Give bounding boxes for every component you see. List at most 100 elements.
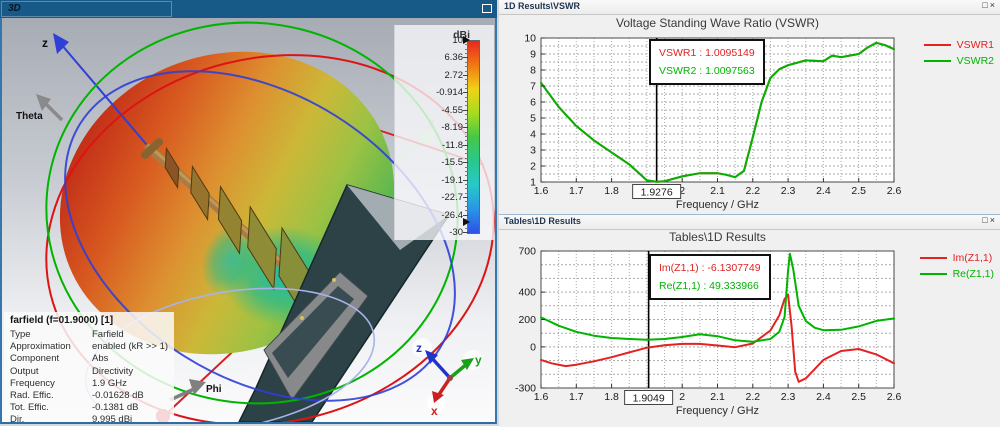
chart-text: 1.8 xyxy=(604,185,619,197)
maximize-icon[interactable] xyxy=(482,4,492,13)
colorbar-tick-label: -26.4 xyxy=(441,209,463,221)
farfield-info-row: Frequency 1.9 GHz xyxy=(10,377,127,389)
colorbar-minor-tick xyxy=(465,105,468,107)
tables-marker-tooltip: Im(Z1,1) : -6.1307749 Re(Z1,1) : 49.33396… xyxy=(649,254,771,300)
chart-text: -300 xyxy=(515,383,536,395)
antenna-dipole-element xyxy=(190,164,210,222)
triad-origin xyxy=(447,375,453,381)
colorbar-minor-tick xyxy=(465,192,468,194)
z-axis-line xyxy=(60,43,153,152)
chart-text: 2 xyxy=(679,185,685,197)
farfield-info-row: Dir. 9.995 dBi xyxy=(10,414,133,424)
z-axis-label: z xyxy=(42,36,48,50)
maximize-icon[interactable]: □ xyxy=(982,215,990,225)
chart-text: 1.7 xyxy=(569,185,584,197)
orbit-circle-blue xyxy=(64,70,456,402)
farfield-info-row: Tot. Effic. -0.1381 dB xyxy=(10,402,139,414)
chart-text: 400 xyxy=(518,287,536,299)
colorbar-tick xyxy=(463,232,468,233)
triad-glow xyxy=(427,394,445,412)
vswr-chart-area: 1.6 1.7 1.8 2 2.1 2.2 2.3 2.4 2.5 2.6 1 2 3 4 5 6 7 8 9 10 1… xyxy=(499,15,1000,214)
colorbar-tick xyxy=(463,109,468,111)
maximize-icon[interactable]: □ xyxy=(982,0,990,10)
colorbar-minor-tick xyxy=(465,79,468,81)
chart-text: Frequency / GHz xyxy=(676,405,759,417)
chart-text: 2.6 xyxy=(887,391,902,403)
farfield-info-row: Rad. Effic. -0.01628 dB xyxy=(10,390,144,402)
triad-x-label: x xyxy=(431,404,438,418)
chart-text: 700 xyxy=(518,246,536,258)
antenna-dipole-element xyxy=(164,146,180,190)
antenna-feed-stub xyxy=(141,138,163,159)
farfield-info-row: Output Directivity xyxy=(10,365,134,377)
phi-arrow xyxy=(169,387,195,402)
chart-text: 2.4 xyxy=(816,391,831,403)
tables-panel: Tables\1D Results □× 1.6 1.7 1.8 2 2.1 2.2 2.3… xyxy=(499,215,1000,427)
tables-legend: Im(Z1,1) Re(Z1,1) xyxy=(919,252,994,280)
colorbar-minor-tick xyxy=(465,101,468,103)
chart-text: 7 xyxy=(530,81,536,93)
triad-y-arrowhead xyxy=(461,358,474,370)
chart-text: 10 xyxy=(524,33,536,45)
chart-text: 6 xyxy=(530,97,536,109)
colorbar-minor-tick xyxy=(465,210,468,212)
pcb-slot xyxy=(272,286,354,378)
colorbar-minor-tick xyxy=(465,136,468,137)
colorbar-minor-tick xyxy=(465,61,468,63)
vswr-chart[interactable]: 1.6 1.7 1.8 2 2.1 2.2 2.3 2.4 2.5 2.6 1 2 3 4 5 6 7 8 9 10 1… xyxy=(499,15,1000,214)
3d-titlebar: 3D xyxy=(0,0,497,19)
colorbar-tick-label: -15.5 xyxy=(441,157,463,169)
pcb-pin xyxy=(332,278,336,282)
colorbar-tick-label: -11.8 xyxy=(442,139,463,151)
tooltip-line: VSWR1 : 1.0095149 xyxy=(659,47,755,59)
3d-view-panel: 3D xyxy=(0,0,497,426)
chart-text: 1 xyxy=(530,177,536,189)
colorbar-tick xyxy=(463,162,468,164)
colorbar-minor-tick xyxy=(465,83,468,85)
3d-viewport[interactable]: y xyxy=(0,18,497,424)
colorbar-tick-label: 2.72 xyxy=(444,69,464,81)
chart-text: 2.4 xyxy=(816,185,831,197)
chart-text: Frequency / GHz xyxy=(676,199,759,211)
chart-text: 2.2 xyxy=(745,391,760,403)
colorbar-minor-tick xyxy=(465,114,468,116)
colorbar-tick xyxy=(463,179,468,181)
triad-z-label: z xyxy=(416,341,422,355)
colorbar-panel: dBi 10 6.36 2.72 -0.914 -4.55 -8.19 -11.8 -15.5… xyxy=(394,25,494,240)
chart-text: 2.3 xyxy=(781,391,796,403)
antenna-dipole-element xyxy=(247,205,277,291)
chart-text: 0 xyxy=(530,341,536,353)
pcb-pin xyxy=(300,316,304,320)
legend-label: Re(Z1,1) xyxy=(952,268,994,280)
colorbar-tick-label: 6.36 xyxy=(444,52,464,64)
close-icon[interactable]: × xyxy=(989,0,997,10)
chart-text: 9 xyxy=(530,49,536,61)
colorbar-minor-tick xyxy=(465,122,468,124)
triad-x-arrow xyxy=(436,377,452,397)
farfield-info-row: Approximation enabled (kR >> 1) xyxy=(10,341,169,353)
chart-text: 2.5 xyxy=(851,391,866,403)
colorbar-minor-tick xyxy=(465,166,468,168)
colorbar-minor-tick xyxy=(465,96,468,98)
colorbar-minor-tick xyxy=(465,201,468,203)
chart-text: 2.1 xyxy=(710,185,725,197)
chart-text: 1.8 xyxy=(604,391,619,403)
legend-line-sample xyxy=(919,273,947,275)
close-icon[interactable]: × xyxy=(989,215,997,225)
theta-arrowhead xyxy=(36,94,51,111)
triad-y-label: y xyxy=(475,353,482,367)
colorbar-max-marker xyxy=(463,36,470,44)
tables-panel-header[interactable]: Tables\1D Results □× xyxy=(499,215,1000,230)
colorbar-minor-tick xyxy=(465,48,468,50)
colorbar-minor-tick xyxy=(465,153,468,155)
colorbar-minor-tick xyxy=(465,188,468,190)
colorbar-tick-label: 10 xyxy=(452,35,463,46)
legend-label: Im(Z1,1) xyxy=(952,252,993,264)
vswr-panel-header[interactable]: 1D Results\VSWR □× xyxy=(499,0,1000,15)
colorbar-tick xyxy=(463,74,468,76)
colorbar-minor-tick xyxy=(465,227,468,229)
colorbar-min-marker xyxy=(463,218,470,226)
tab-3d[interactable]: 3D xyxy=(1,1,172,17)
chart-text: 2.2 xyxy=(745,185,760,197)
